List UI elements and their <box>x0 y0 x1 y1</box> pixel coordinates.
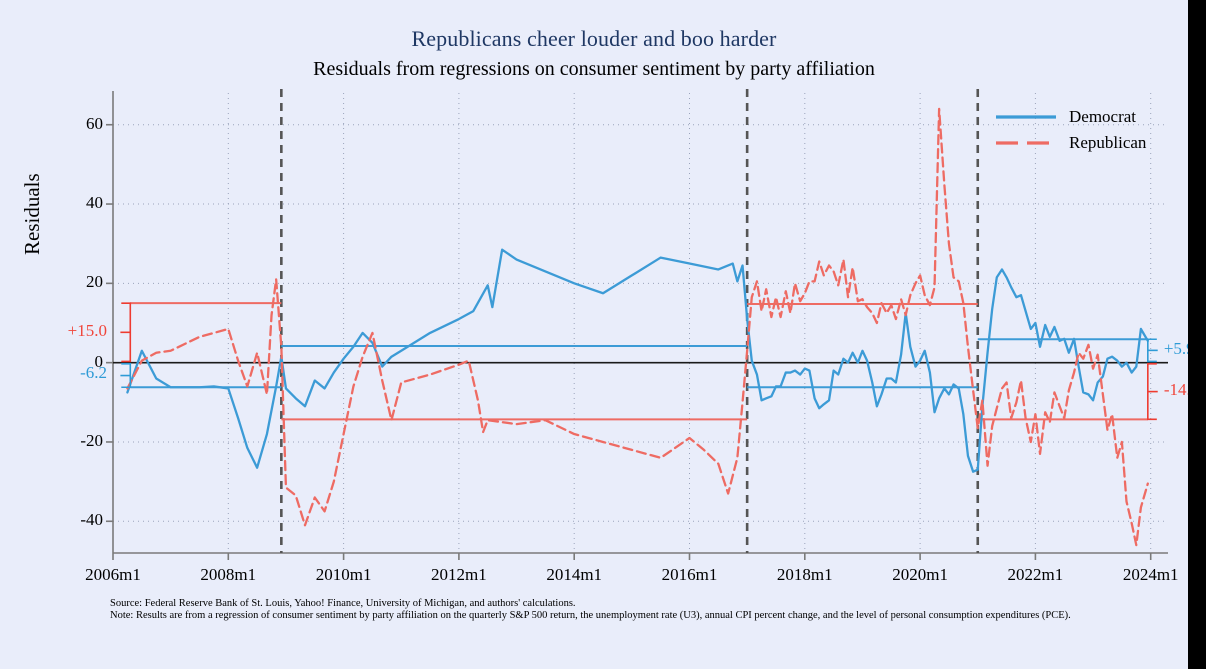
legend-swatch-democrat <box>996 115 1056 119</box>
chart-footnote: Source: Federal Reserve Bank of St. Loui… <box>110 598 1170 623</box>
x-tick-label: 2008m1 <box>200 565 257 584</box>
footnote-source: Source: Federal Reserve Bank of St. Loui… <box>110 598 576 609</box>
x-tick-label: 2022m1 <box>1007 565 1064 584</box>
chart-subtitle: Residuals from regressions on consumer s… <box>313 58 875 80</box>
x-tick-label: 2020m1 <box>892 565 948 584</box>
annotation-left-blue: -6.2 <box>80 363 107 383</box>
x-tick-label: 2016m1 <box>661 565 718 584</box>
x-tick-label: 2024m1 <box>1122 565 1179 584</box>
legend-item-republican[interactable]: Republican <box>995 130 1185 156</box>
legend-item-democrat[interactable]: Democrat <box>995 104 1185 130</box>
y-tick-label: -40 <box>80 510 103 530</box>
y-tick-label: 0 <box>94 351 104 371</box>
y-tick-label: 20 <box>86 272 103 292</box>
footnote-note: Note: Results are from a regression of c… <box>110 610 1071 622</box>
chart-legend: Democrat Republican <box>995 104 1185 156</box>
y-tick-label: 60 <box>86 113 103 133</box>
y-tick-label: -20 <box>80 430 103 450</box>
x-tick-label: 2012m1 <box>431 565 487 584</box>
legend-label-republican: Republican <box>1069 133 1147 152</box>
x-tick-label: 2010m1 <box>315 565 372 584</box>
x-tick-label: 2006m1 <box>85 565 141 584</box>
annotation-left-red: +15.0 <box>67 320 107 340</box>
x-tick-label: 2014m1 <box>546 565 603 584</box>
chart-title: Republicans cheer louder and boo harder <box>411 26 777 51</box>
y-tick-label: 40 <box>86 193 103 213</box>
right-black-band <box>1188 0 1206 669</box>
annotation-right-red: -14.3 <box>1163 379 1188 399</box>
legend-swatch-republican <box>996 141 1056 145</box>
legend-label-democrat: Democrat <box>1069 107 1137 126</box>
x-tick-label: 2018m1 <box>776 565 833 584</box>
annotation-right-blue: +5.9 <box>1163 338 1188 358</box>
